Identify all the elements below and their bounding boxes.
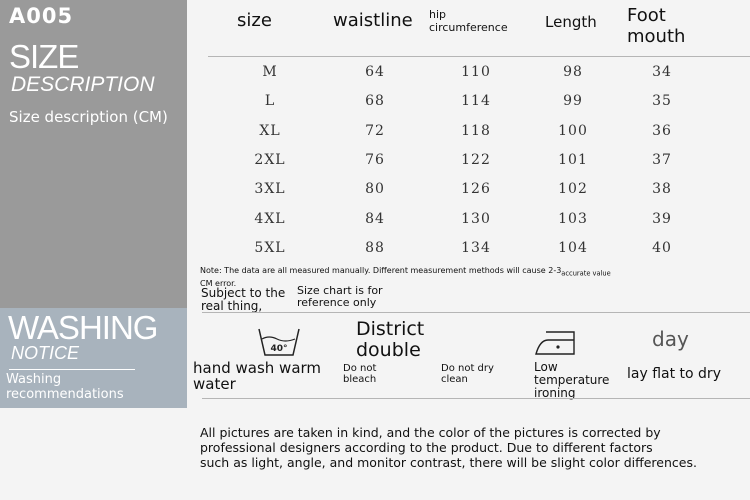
iron-line: ironing bbox=[534, 386, 576, 400]
cell-length: 99 bbox=[563, 93, 583, 110]
cell-foot-mouth: 36 bbox=[652, 122, 672, 139]
disclaimer-line: professional designers according to the … bbox=[200, 440, 653, 455]
cell-hip: 134 bbox=[461, 239, 491, 256]
cell-length: 101 bbox=[558, 151, 588, 168]
cell-size: 3XL bbox=[254, 181, 286, 198]
header-foot-mouth: Foot mouth bbox=[627, 5, 685, 47]
no-dry-clean-line: Do not dry bbox=[441, 363, 494, 374]
size-caption: Size description (CM) bbox=[9, 108, 168, 126]
cell-foot-mouth: 34 bbox=[652, 64, 672, 80]
cell-hip: 130 bbox=[461, 210, 491, 227]
no-bleach-label: Do not bleach bbox=[343, 363, 376, 385]
header-length: Length bbox=[545, 13, 597, 31]
no-bleach-line: Do not bbox=[343, 363, 377, 374]
low-temp-iron-icon bbox=[535, 331, 575, 355]
size-title: SIZE bbox=[9, 38, 79, 75]
note-suffix: accurate value bbox=[561, 269, 611, 278]
header-hip-line: circumference bbox=[429, 21, 508, 34]
cell-hip: 126 bbox=[461, 181, 491, 198]
cell-size: M bbox=[262, 64, 278, 80]
cell-foot-mouth: 39 bbox=[652, 210, 672, 227]
cell-size: 4XL bbox=[254, 210, 286, 227]
cell-length: 102 bbox=[558, 181, 588, 198]
hand-wash-line: water bbox=[193, 375, 236, 393]
cell-foot-mouth: 35 bbox=[652, 93, 672, 110]
iron-line: temperature bbox=[534, 373, 610, 387]
day-label: day bbox=[652, 327, 689, 351]
washing-title: WASHING bbox=[8, 309, 158, 346]
header-foot-line: mouth bbox=[627, 26, 686, 47]
washing-bottom-divider bbox=[202, 398, 750, 399]
lay-flat-label: lay flat to dry bbox=[627, 366, 721, 382]
note-text: Note: The data are all measured manually… bbox=[200, 266, 562, 275]
subject-note: Subject to the real thing, bbox=[201, 287, 285, 313]
hand-wash-tub-icon: 40° bbox=[258, 328, 300, 356]
washing-caption-line: Washing bbox=[6, 372, 62, 387]
cell-foot-mouth: 38 bbox=[652, 181, 672, 198]
tub-temperature: 40° bbox=[270, 344, 287, 354]
subject-line: real thing, bbox=[201, 299, 263, 313]
cell-hip: 110 bbox=[461, 64, 491, 80]
color-disclaimer: All pictures are taken in kind, and the … bbox=[200, 425, 748, 470]
district-double-label: District double bbox=[356, 319, 424, 361]
subject-line: Subject to the bbox=[201, 286, 286, 300]
cell-waistline: 84 bbox=[365, 210, 385, 227]
reference-line: Size chart is for bbox=[297, 284, 383, 297]
cell-foot-mouth: 37 bbox=[652, 151, 672, 168]
cell-waistline: 72 bbox=[365, 122, 385, 139]
washing-top-divider bbox=[202, 312, 750, 313]
cell-hip: 118 bbox=[461, 122, 491, 139]
cell-length: 104 bbox=[558, 239, 588, 256]
washing-caption-line: recommendations bbox=[6, 387, 124, 402]
size-panel: A005 SIZE DESCRIPTION Size description (… bbox=[0, 0, 187, 308]
reference-line: reference only bbox=[297, 296, 377, 309]
disclaimer-line: All pictures are taken in kind, and the … bbox=[200, 425, 661, 440]
cell-hip: 114 bbox=[461, 93, 491, 110]
header-hip: hip circumference bbox=[429, 8, 508, 34]
cell-waistline: 88 bbox=[365, 239, 385, 256]
cell-waistline: 80 bbox=[365, 181, 385, 198]
cell-waistline: 76 bbox=[365, 151, 385, 168]
iron-label: Low temperature ironing bbox=[534, 361, 609, 400]
header-hip-line: hip bbox=[429, 8, 447, 21]
size-subtitle: DESCRIPTION bbox=[11, 73, 155, 96]
cell-size: XL bbox=[259, 122, 281, 139]
hand-wash-label: hand wash warm water bbox=[193, 360, 321, 392]
header-foot-line: Foot bbox=[627, 5, 666, 26]
cell-length: 98 bbox=[563, 64, 583, 80]
no-dry-clean-label: Do not dry clean bbox=[441, 363, 494, 385]
disclaimer-line: such as light, angle, and monitor contra… bbox=[200, 455, 697, 470]
cell-waistline: 64 bbox=[365, 64, 385, 80]
district-line: District bbox=[356, 318, 425, 340]
cell-size: L bbox=[264, 93, 276, 110]
header-waistline: waistline bbox=[333, 10, 413, 31]
no-dry-clean-line: clean bbox=[441, 374, 468, 385]
hand-wash-line: hand wash warm bbox=[193, 359, 322, 377]
cell-length: 103 bbox=[558, 210, 588, 227]
cell-size: 2XL bbox=[254, 151, 286, 168]
washing-panel: WASHING NOTICE Washing recommendations bbox=[0, 308, 187, 408]
cell-hip: 122 bbox=[461, 151, 491, 168]
product-code: A005 bbox=[9, 4, 74, 28]
divider bbox=[9, 369, 135, 370]
iron-line: Low bbox=[534, 360, 558, 374]
note-text-2: CM error. bbox=[200, 278, 237, 288]
cell-waistline: 68 bbox=[365, 93, 385, 110]
header-divider bbox=[208, 56, 750, 57]
measurement-note: Note: The data are all measured manually… bbox=[200, 266, 611, 289]
washing-subtitle: NOTICE bbox=[11, 343, 80, 363]
district-line: double bbox=[356, 339, 421, 361]
no-bleach-line: bleach bbox=[343, 374, 377, 385]
reference-note: Size chart is for reference only bbox=[297, 285, 383, 309]
header-size: size bbox=[237, 10, 272, 31]
cell-foot-mouth: 40 bbox=[652, 239, 672, 256]
cell-size: 5XL bbox=[254, 239, 286, 256]
cell-length: 100 bbox=[558, 122, 588, 139]
washing-caption: Washing recommendations bbox=[6, 372, 124, 402]
